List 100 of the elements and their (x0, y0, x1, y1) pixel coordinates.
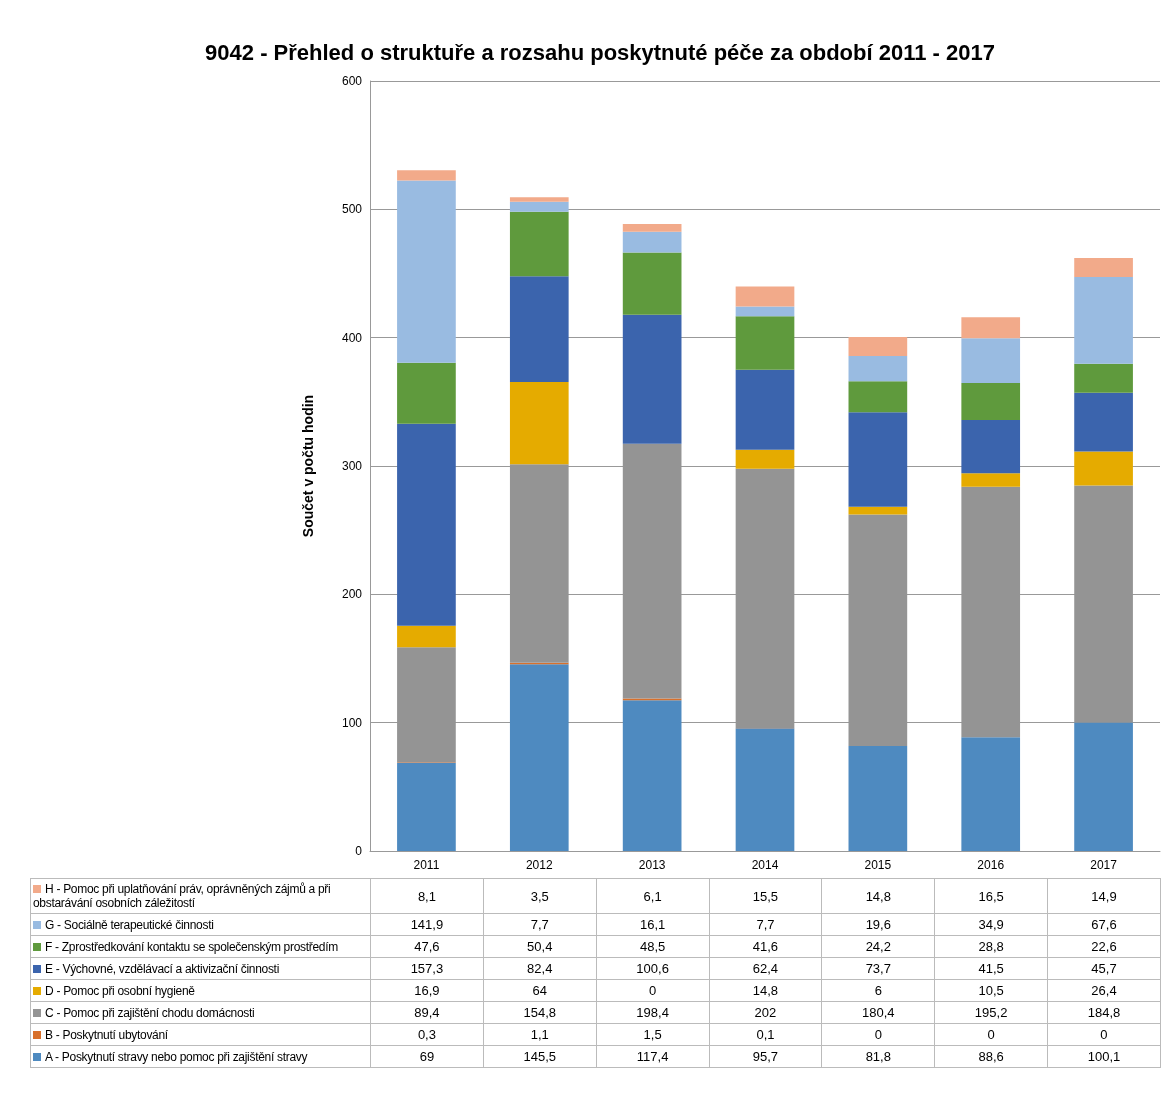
data-label: 0,3 (370, 1023, 484, 1046)
data-label: 16,1 (596, 913, 710, 936)
bar (1074, 363, 1133, 393)
y-tick-label: 400 (341, 330, 363, 345)
data-label: 0 (821, 1023, 935, 1046)
data-label: 154,8 (483, 1001, 597, 1024)
bar (848, 412, 908, 507)
bar (735, 316, 795, 370)
legend-label: C - Pomoc při zajištění chodu domácnosti (45, 1005, 255, 1020)
bar (961, 473, 1021, 487)
data-label: 100,1 (1047, 1045, 1161, 1068)
data-label: 184,8 (1047, 1001, 1161, 1024)
bar (397, 762, 456, 851)
data-label: 95,7 (709, 1045, 822, 1068)
bar (397, 362, 456, 424)
data-label: 180,4 (821, 1001, 935, 1024)
data-label: 145,5 (483, 1045, 597, 1068)
x-tick-label: 2015 (864, 858, 892, 872)
bar (961, 338, 1021, 384)
bar (1074, 277, 1133, 364)
data-label: 0 (1047, 1023, 1161, 1046)
bar (961, 383, 1021, 421)
y-tick-label: 600 (341, 74, 363, 88)
legend-label: A - Poskytnutí stravy nebo pomoc při zajištění stravy (45, 1049, 308, 1064)
data-label: 19,6 (821, 913, 935, 936)
legend-label: E - Výchovné, vzdělávací a aktivizační činnosti (45, 961, 280, 976)
y-tick-label: 0 (355, 844, 363, 858)
bar (848, 746, 908, 851)
legend-label: G - Sociálně terapeutické činnosti (45, 917, 214, 932)
bar (509, 382, 569, 465)
bar (1074, 722, 1133, 851)
data-label: 14,9 (1047, 878, 1161, 914)
x-tick-label: 2013 (638, 858, 666, 872)
data-label: 88,6 (934, 1045, 1048, 1068)
data-label: 41,5 (934, 957, 1048, 980)
data-label: 8,1 (370, 878, 484, 914)
legend-label: F - Zprostředkování kontaktu se společenským prostředím (45, 939, 338, 954)
data-label: 16,9 (370, 979, 484, 1002)
bar (1074, 392, 1133, 452)
data-label: 62,4 (709, 957, 822, 980)
x-tick-label: 2017 (1090, 858, 1118, 872)
bar (961, 420, 1021, 474)
data-label: 81,8 (821, 1045, 935, 1068)
bar (509, 197, 569, 202)
data-label: 10,5 (934, 979, 1048, 1002)
data-label: 50,4 (483, 935, 597, 958)
bar (848, 381, 908, 413)
bar (509, 276, 569, 383)
bar (509, 664, 569, 851)
data-label: 0 (596, 979, 710, 1002)
data-label: 73,7 (821, 957, 935, 980)
data-label: 3,5 (483, 878, 597, 914)
bar (1074, 257, 1133, 278)
data-label: 67,6 (1047, 913, 1161, 936)
y-tick-label: 200 (341, 587, 363, 602)
bar (509, 211, 569, 277)
bar (397, 423, 456, 626)
data-label: 157,3 (370, 957, 484, 980)
legend-label: B - Poskytnutí ubytování (45, 1027, 168, 1042)
bar (848, 356, 908, 382)
data-label: 1,5 (596, 1023, 710, 1046)
x-tick-label: 2012 (525, 858, 553, 872)
data-label: 0 (934, 1023, 1048, 1046)
bar (509, 201, 569, 212)
bar (848, 337, 908, 357)
data-label: 28,8 (934, 935, 1048, 958)
data-label: 64 (483, 979, 597, 1002)
data-label: 89,4 (370, 1001, 484, 1024)
y-tick-label: 500 (341, 202, 363, 217)
data-label: 14,8 (821, 878, 935, 914)
data-label: 45,7 (1047, 957, 1161, 980)
data-label: 14,8 (709, 979, 822, 1002)
data-label: 16,5 (934, 878, 1048, 914)
data-label: 69 (370, 1045, 484, 1068)
chart-title: 9042 - Přehled o struktuře a rozsahu poskytnuté péče za období 2011 - 2017 (205, 39, 995, 65)
legend-label: H - Pomoc při uplatňování práv, oprávněných zájmů a při obstarávání osobních záležitostí (33, 882, 331, 910)
bar (622, 223, 682, 232)
y-tick-label: 300 (341, 459, 363, 473)
data-label: 6 (821, 979, 935, 1002)
data-label: 1,1 (483, 1023, 597, 1046)
bar (397, 625, 456, 648)
data-label: 82,4 (483, 957, 597, 980)
bar (735, 369, 795, 450)
bar (735, 728, 795, 851)
legend-label: D - Pomoc při osobní hygieně (45, 983, 195, 998)
data-label: 198,4 (596, 1001, 710, 1024)
bar (735, 286, 795, 307)
bar (397, 180, 456, 363)
data-label: 195,2 (934, 1001, 1048, 1024)
bar (735, 449, 795, 469)
data-label: 141,9 (370, 913, 484, 936)
data-label: 6,1 (596, 878, 710, 914)
data-label: 26,4 (1047, 979, 1161, 1002)
data-label: 47,6 (370, 935, 484, 958)
bar (1074, 451, 1133, 486)
data-label: 41,6 (709, 935, 822, 958)
bar (961, 317, 1021, 339)
bar (622, 314, 682, 444)
data-label: 202 (709, 1001, 822, 1024)
bar (622, 252, 682, 315)
